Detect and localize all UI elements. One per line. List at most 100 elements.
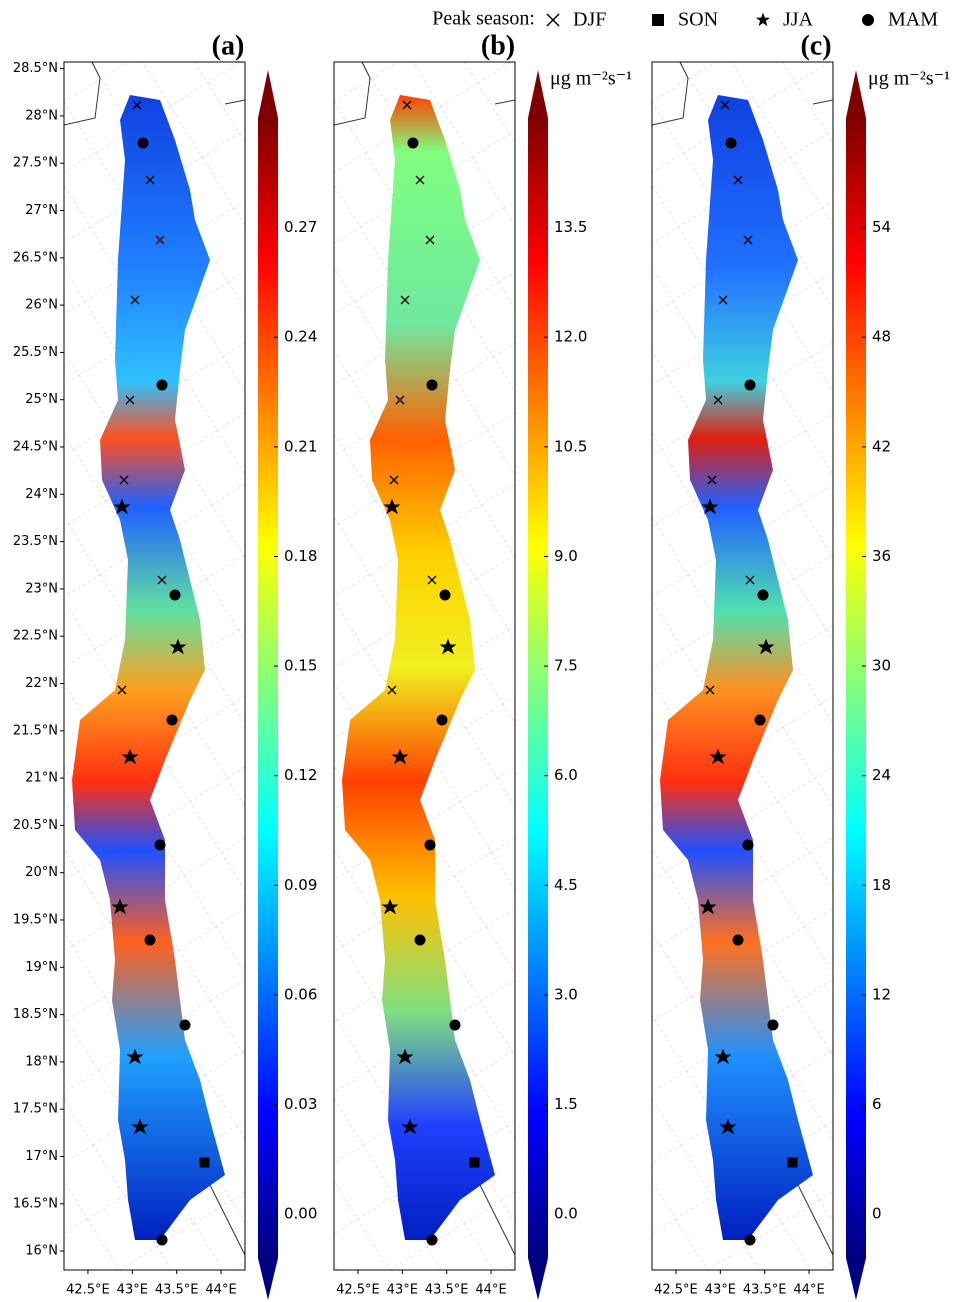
colorbar-tick-label: 4.5	[554, 876, 578, 894]
y-tick-label: 23°N	[25, 581, 58, 596]
map-frame	[63, 61, 246, 1271]
legend-title: Peak season:	[432, 8, 535, 30]
colorbar	[528, 118, 548, 1258]
colorbar-tick-label: 54	[872, 218, 891, 236]
colorbar-tick-label: 7.5	[554, 657, 578, 675]
legend-marker	[755, 12, 771, 27]
x-tick-label: 43.5°E	[425, 1283, 469, 1298]
x-tick-label: 44°E	[205, 1283, 236, 1298]
x-tick-label: 42.5°E	[654, 1283, 698, 1298]
colorbar-extend	[528, 1258, 548, 1300]
colorbar-extend	[258, 70, 278, 118]
x-tick-label: 44°E	[793, 1283, 824, 1298]
colorbar-tick-label: 0.0	[554, 1205, 578, 1223]
colorbar-extend	[846, 1258, 866, 1300]
y-tick-label: 18°N	[25, 1054, 58, 1069]
colorbar-extend	[846, 70, 866, 118]
panel: (b) μg m⁻²s⁻¹ 0.0 1.5 3.0 4.5 6.0 7.5 9.0 10.5 12.…	[333, 30, 632, 1300]
y-tick-label: 17.5°N	[13, 1102, 58, 1117]
y-tick-label: 18.5°N	[13, 1007, 58, 1022]
colorbar-tick-label: 0.00	[284, 1205, 317, 1223]
y-tick-label: 24.5°N	[13, 440, 58, 455]
y-tick-label: 23.5°N	[13, 534, 58, 549]
x-tick-label: 44°E	[475, 1283, 506, 1298]
x-tick-label: 43.5°E	[155, 1283, 199, 1298]
colorbar-tick-label: 0.21	[284, 437, 317, 455]
y-tick-label: 17°N	[25, 1149, 58, 1164]
colorbar-tick-label: 12.0	[554, 328, 587, 346]
colorbar-extend	[258, 1258, 278, 1300]
colorbar-extend	[528, 70, 548, 118]
colorbar-tick-label: 0.09	[284, 876, 317, 894]
colorbar-unit: μg m⁻²s⁻¹	[550, 68, 632, 90]
map-frame	[651, 61, 834, 1271]
y-tick-label: 20°N	[25, 865, 58, 880]
y-tick-label: 19°N	[25, 960, 58, 975]
colorbar-tick-label: 36	[872, 547, 891, 565]
y-tick-label: 26°N	[25, 298, 58, 313]
colorbar-tick-label: 3.0	[554, 985, 578, 1003]
colorbar-tick-label: 0.24	[284, 328, 317, 346]
legend-label: JJA	[783, 9, 814, 31]
y-tick-label: 28°N	[25, 108, 58, 123]
y-tick-label: 26.5°N	[13, 250, 58, 265]
y-tick-label: 24°N	[25, 487, 58, 502]
y-tick-label: 22°N	[25, 676, 58, 691]
x-tick-label: 43.5°E	[743, 1283, 787, 1298]
colorbar-tick-label: 0.27	[284, 218, 317, 236]
colorbar-tick-label: 1.5	[554, 1095, 578, 1113]
colorbar-tick-label: 0.18	[284, 547, 317, 565]
colorbar	[846, 118, 866, 1258]
legend-marker	[546, 13, 560, 27]
panel-label: (a)	[212, 30, 245, 61]
y-tick-label: 16°N	[25, 1244, 58, 1259]
x-tick-label: 43°E	[117, 1283, 148, 1298]
legend-label: SON	[678, 9, 718, 31]
y-tick-label: 27°N	[25, 203, 58, 218]
y-tick-label: 21.5°N	[13, 723, 58, 738]
map-frame	[333, 61, 516, 1271]
colorbar-tick-label: 48	[872, 328, 891, 346]
legend-marker	[862, 14, 874, 26]
y-tick-label: 28.5°N	[13, 61, 58, 76]
border-line	[334, 62, 515, 1256]
colorbar-tick-label: 12	[872, 985, 891, 1003]
colorbar-tick-label: 13.5	[554, 218, 587, 236]
panel: (a) 0.00 0.03 0.06 0.09 0.12 0.15 0.18 0.21 0.24 0…	[13, 30, 317, 1300]
x-tick-label: 43°E	[387, 1283, 418, 1298]
panel-label: (b)	[481, 30, 515, 61]
colorbar-tick-label: 0.06	[284, 985, 317, 1003]
colorbar-tick-label: 0.15	[284, 657, 317, 675]
colorbar	[258, 118, 278, 1258]
colorbar-tick-label: 18	[872, 876, 891, 894]
y-tick-label: 25°N	[25, 392, 58, 407]
colorbar-tick-label: 9.0	[554, 547, 578, 565]
colorbar-unit: μg m⁻²s⁻¹	[868, 68, 950, 90]
x-tick-label: 42.5°E	[66, 1283, 110, 1298]
x-tick-label: 43°E	[705, 1283, 736, 1298]
colorbar-tick-label: 10.5	[554, 437, 587, 455]
legend-label: MAM	[888, 9, 938, 31]
colorbar-tick-label: 0.03	[284, 1095, 317, 1113]
border-line	[64, 62, 245, 1256]
y-tick-label: 16.5°N	[13, 1196, 58, 1211]
panel: (c) μg m⁻²s⁻¹ 0 6 12 18 24 30 36 42 48 54 42.5°E 43°E…	[651, 30, 950, 1300]
colorbar-tick-label: 0.12	[284, 766, 317, 784]
colorbar-tick-label: 0	[872, 1205, 882, 1223]
colorbar-tick-label: 6.0	[554, 766, 578, 784]
legend-label: DJF	[573, 9, 606, 31]
colorbar-tick-label: 24	[872, 766, 891, 784]
y-tick-label: 19.5°N	[13, 912, 58, 927]
x-tick-label: 42.5°E	[336, 1283, 380, 1298]
colorbar-tick-label: 42	[872, 437, 891, 455]
legend-marker	[652, 14, 664, 26]
panel-label: (c)	[800, 30, 831, 61]
y-tick-label: 22.5°N	[13, 629, 58, 644]
border-line	[652, 62, 833, 1256]
colorbar-tick-label: 6	[872, 1095, 882, 1113]
y-tick-label: 20.5°N	[13, 818, 58, 833]
y-tick-label: 27.5°N	[13, 156, 58, 171]
